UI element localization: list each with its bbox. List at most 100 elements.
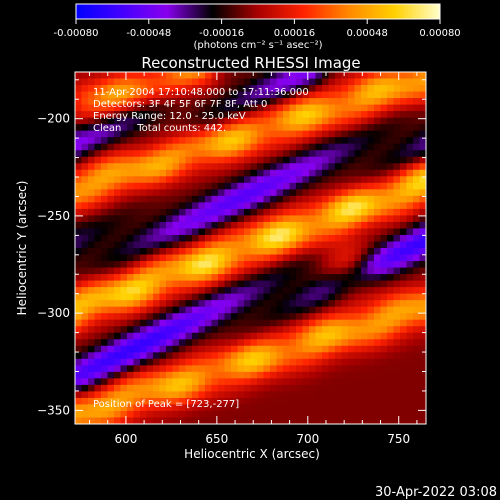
heatmap-cell [341,241,349,249]
heatmap-cell [335,104,343,112]
heatmap-cell [374,248,382,256]
heatmap-cell [419,345,426,353]
heatmap-cell [348,332,356,340]
heatmap-cell [335,248,343,256]
heatmap-cell [263,189,271,197]
heatmap-cell [94,339,102,347]
heatmap-cell [192,78,200,86]
heatmap-cell [198,130,206,138]
heatmap-cell [387,371,395,379]
heatmap-cell [309,326,317,334]
heatmap-cell [211,241,219,249]
heatmap-cell [354,117,362,125]
heatmap-cell [335,202,343,210]
heatmap-cell [341,104,349,112]
heatmap-cell [374,358,382,366]
heatmap-cell [159,150,167,158]
heatmap-cell [205,391,213,399]
heatmap-cell [328,358,336,366]
heatmap-cell [120,195,128,203]
heatmap-cell [94,241,102,249]
heatmap-cell [88,319,96,327]
heatmap-cell [250,176,258,184]
heatmap-cell [354,130,362,138]
heatmap-cell [406,391,414,399]
heatmap-cell [367,365,375,373]
heatmap-cell [289,280,297,288]
heatmap-cell [419,384,426,393]
heatmap-cell [335,98,343,106]
heatmap-cell [387,156,395,164]
heatmap-cell [354,339,362,347]
heatmap-cell [192,176,200,184]
heatmap-cell [94,72,102,80]
heatmap-cell [296,404,304,412]
heatmap-cell [374,404,382,412]
heatmap-cell [354,410,362,419]
heatmap-cell [302,300,310,308]
heatmap-cell [413,371,421,379]
heatmap-cell [185,274,193,282]
heatmap-cell [140,221,148,230]
heatmap-cell [289,215,297,223]
heatmap-cell [166,72,174,80]
heatmap-cell [354,397,362,406]
heatmap-cell [198,176,206,184]
heatmap-cell [335,137,343,145]
heatmap-cell [159,371,167,379]
heatmap-cell [244,397,252,406]
heatmap-cell [419,332,426,340]
heatmap-cell [198,384,206,393]
heatmap-cell [179,163,187,171]
heatmap-cell [406,182,414,190]
heatmap-cell [94,195,102,203]
heatmap-cell [348,137,356,145]
heatmap-cell [348,371,356,379]
heatmap-cell [315,365,323,373]
heatmap-cell [348,417,356,424]
heatmap-cell [127,358,135,366]
heatmap-cell [315,91,323,99]
heatmap-cell [237,189,245,197]
heatmap-cell [263,137,271,145]
heatmap-cell [289,254,297,262]
heatmap-cell [75,293,83,301]
heatmap-cell [218,208,226,217]
heatmap-cell [296,130,304,138]
heatmap-cell [250,189,258,197]
heatmap-cell [413,326,421,334]
heatmap-cell [205,241,213,249]
heatmap-cell [393,169,401,177]
heatmap-cell [341,306,349,314]
heatmap-cell [374,241,382,249]
heatmap-cell [413,378,421,386]
heatmap-cell [198,150,206,158]
heatmap-cell [107,234,115,243]
heatmap-cell [211,202,219,210]
colorbar-tick-label: 0.00048 [347,28,388,39]
heatmap-cell [237,371,245,379]
heatmap-cell [120,306,128,314]
heatmap-cell [94,306,102,314]
heatmap-cell [315,345,323,353]
heatmap-cell [328,319,336,327]
heatmap-cell [400,111,408,119]
heatmap-cell [374,130,382,138]
heatmap-cell [140,130,148,138]
heatmap-cell [179,195,187,203]
heatmap-cell [270,189,278,197]
heatmap-cell [289,163,297,171]
heatmap-cell [276,248,284,256]
heatmap-cell [270,261,278,269]
heatmap-cell [224,117,232,125]
heatmap-cell [387,137,395,145]
heatmap-cell [153,72,161,80]
heatmap-cell [237,352,245,360]
heatmap-cell [296,371,304,379]
heatmap-cell [133,163,141,171]
heatmap-cell [192,85,200,93]
heatmap-cell [367,345,375,353]
heatmap-cell [406,241,414,249]
heatmap-cell [81,176,89,184]
heatmap-cell [315,117,323,125]
